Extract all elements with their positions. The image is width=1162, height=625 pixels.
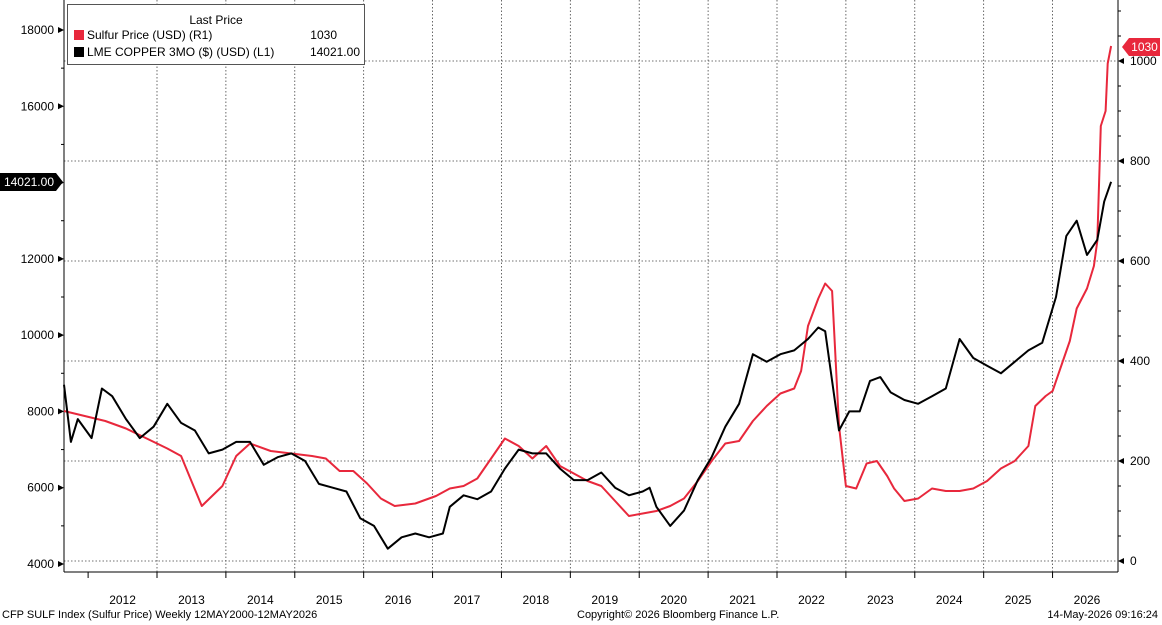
series-line-sulfur xyxy=(63,45,1113,517)
x-tick-label: 2013 xyxy=(178,593,205,607)
left-tick-arrow xyxy=(58,484,64,491)
x-tick-label: 2016 xyxy=(385,593,412,607)
left-tick-label: 10000 xyxy=(21,328,55,342)
left-tick-label: 8000 xyxy=(27,404,54,418)
x-tick-label: 2026 xyxy=(1074,593,1101,607)
right-tick-arrow xyxy=(1118,358,1124,364)
sulfur-badge-arrow xyxy=(1122,38,1129,56)
x-tick-label: 2021 xyxy=(729,593,756,607)
x-tick-label: 2020 xyxy=(660,593,687,607)
chart-legend: Last Price Sulfur Price (USD) (R1) 1030 … xyxy=(67,4,365,65)
sulfur-last-value-badge: 1030 xyxy=(1129,38,1160,56)
right-tick-arrow xyxy=(1118,558,1124,564)
right-tick-arrow xyxy=(1118,458,1124,464)
x-tick-label: 2024 xyxy=(936,593,963,607)
left-tick-label: 4000 xyxy=(27,557,54,571)
right-y-axis: 0 200 400 600 800 1000 xyxy=(1117,0,1157,572)
legend-entry-sulfur: Sulfur Price (USD) (R1) 1030 xyxy=(74,28,362,43)
right-tick-label: 0 xyxy=(1130,554,1137,568)
left-tick-label: 12000 xyxy=(21,252,55,266)
x-tick-label: 2025 xyxy=(1005,593,1032,607)
legend-label-sulfur: Sulfur Price (USD) (R1) xyxy=(87,28,213,42)
legend-label-copper: LME COPPER 3MO ($) (USD) (L1) xyxy=(87,45,275,59)
x-tick-label: 2012 xyxy=(109,593,136,607)
left-y-axis: 4000600080001000012000140001600018000 xyxy=(21,0,65,572)
footer-timestamp: 14-May-2026 09:16:24 xyxy=(1047,609,1158,621)
left-tick-arrow xyxy=(58,103,64,110)
left-tick-arrow xyxy=(58,332,64,339)
legend-title: Last Price xyxy=(189,13,243,27)
legend-entry-copper: LME COPPER 3MO ($) (USD) (L1) 14021.00 xyxy=(74,45,362,60)
x-axis: 2012 2013 2014 2015 2016 2017 2018 2019 2020 2021… xyxy=(64,571,1118,607)
left-tick-label: 18000 xyxy=(21,23,55,37)
x-tick-label: 2017 xyxy=(454,593,481,607)
series-line-copper xyxy=(63,181,1113,550)
x-tick-label: 2019 xyxy=(591,593,618,607)
x-tick-label: 2018 xyxy=(523,593,550,607)
x-tick-label: 2022 xyxy=(798,593,825,607)
left-tick-arrow xyxy=(58,408,64,415)
legend-swatch-copper xyxy=(74,47,84,57)
legend-value-copper: 14021.00 xyxy=(309,45,360,59)
right-tick-arrow xyxy=(1118,58,1124,64)
footer-source: CFP SULF Index (Sulfur Price) Weekly 12M… xyxy=(2,609,318,621)
x-tick-label: 2023 xyxy=(867,593,894,607)
x-tick-label: 2015 xyxy=(316,593,343,607)
right-tick-arrow xyxy=(1118,258,1124,264)
right-tick-arrow xyxy=(1118,158,1124,164)
left-tick-arrow xyxy=(58,561,64,567)
right-tick-label: 400 xyxy=(1130,354,1150,368)
right-tick-label: 600 xyxy=(1130,254,1150,268)
right-tick-label: 200 xyxy=(1130,454,1150,468)
copper-last-value-badge: 14021.00 xyxy=(0,173,56,191)
left-tick-label: 6000 xyxy=(27,481,54,495)
left-tick-label: 16000 xyxy=(21,99,55,113)
copper-badge-arrow xyxy=(56,173,63,191)
left-tick-arrow xyxy=(58,255,64,262)
x-tick-label: 2014 xyxy=(247,593,274,607)
left-tick-arrow xyxy=(58,27,64,33)
right-tick-label: 800 xyxy=(1130,154,1150,168)
legend-swatch-sulfur xyxy=(74,30,84,40)
series-layer xyxy=(63,45,1113,550)
legend-value-sulfur: 1030 xyxy=(310,28,337,42)
right-tick-label: 1000 xyxy=(1130,54,1157,68)
footer-copyright: Copyright© 2026 Bloomberg Finance L.P. xyxy=(577,609,780,621)
